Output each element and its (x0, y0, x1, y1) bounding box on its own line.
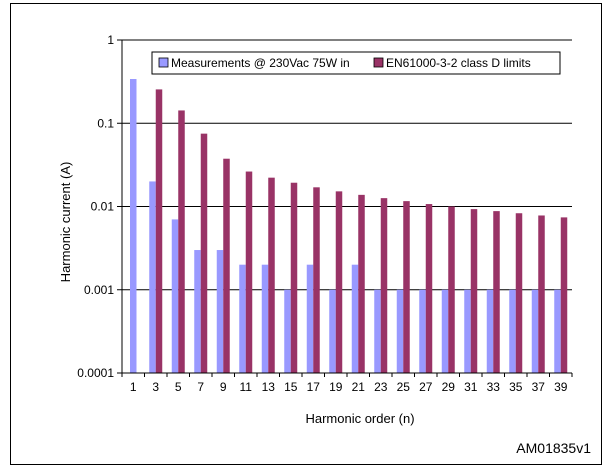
legend-label-measurements: Measurements @ 230Vac 75W in (171, 56, 350, 70)
bar-measurement (329, 289, 336, 373)
bar-measurement (374, 289, 381, 373)
bar-limit (493, 211, 500, 373)
bar-measurement (171, 219, 179, 373)
legend: Measurements @ 230Vac 75W in EN61000-3-2… (151, 51, 561, 75)
bar-limit (290, 182, 298, 373)
bar-measurement (216, 250, 224, 373)
x-tick-label: 13 (262, 380, 276, 394)
y-tick-label: 0.001 (84, 283, 114, 297)
legend-swatch-limits (373, 57, 384, 68)
bar-limit (448, 206, 455, 373)
y-tick-label: 0.0001 (77, 366, 114, 380)
bar-measurement (486, 289, 494, 373)
bar-measurement (149, 181, 156, 373)
bar-limit (245, 171, 253, 373)
x-tick-label: 17 (307, 380, 321, 394)
bar-limit (425, 204, 433, 373)
y-tick-label: 0.01 (91, 200, 115, 214)
bar-limit (178, 110, 185, 373)
bar-limit (200, 133, 208, 373)
bar-measurement (130, 79, 137, 373)
x-tick-label: 15 (284, 380, 298, 394)
x-tick-label: 33 (487, 380, 501, 394)
bars (130, 79, 568, 374)
x-tick-label: 5 (175, 380, 182, 394)
bar-limit (223, 158, 230, 373)
bar-measurement (351, 264, 359, 373)
bar-measurement (441, 289, 449, 373)
bar-limit (403, 201, 410, 373)
reference-code: AM01835v1 (516, 440, 591, 456)
bar-measurement (419, 289, 426, 373)
bar-limit (538, 215, 545, 373)
y-tick-label: 1 (107, 33, 114, 47)
legend-box (151, 51, 561, 75)
bar-limit (268, 177, 275, 373)
x-tick-label: 39 (554, 380, 568, 394)
x-tick-label: 31 (464, 380, 478, 394)
x-tick-label: 35 (509, 380, 523, 394)
x-tick-label: 1 (130, 380, 137, 394)
bar-measurement (284, 289, 291, 373)
bar-measurement (509, 289, 516, 373)
x-axis-label: Harmonic order (n) (305, 411, 414, 426)
bar-measurement (531, 289, 539, 373)
bar-limit (335, 191, 343, 373)
x-tick-label: 23 (374, 380, 388, 394)
x-tick-label: 27 (419, 380, 433, 394)
x-tick-label: 3 (152, 380, 159, 394)
bar-measurement (194, 250, 201, 373)
x-tick-label: 21 (352, 380, 366, 394)
bar-limit (515, 213, 523, 373)
bar-limit (155, 89, 163, 374)
gridlines (122, 39, 572, 291)
bar-limit (560, 217, 568, 373)
y-tick-label: 0.1 (97, 116, 114, 130)
bar-measurement (306, 264, 314, 373)
chart-frame: 1 0.1 0.01 0.001 0.0001 1 3 5 7 9 11 13 15 17 19 21 23 25… (10, 3, 602, 465)
bar-measurement (396, 289, 404, 373)
bar-limit (470, 209, 478, 373)
x-tick-label: 7 (197, 380, 204, 394)
bar-limit (358, 194, 365, 373)
x-tick-label: 11 (240, 380, 253, 394)
legend-label-limits: EN61000-3-2 class D limits (386, 56, 531, 70)
y-axis-label: Harmonic current (A) (58, 162, 73, 283)
bar-measurement (239, 264, 246, 373)
x-tick-label: 19 (329, 380, 343, 394)
x-tick-label: 25 (397, 380, 411, 394)
legend-swatch-measurements (158, 57, 169, 68)
x-tick-label: 37 (532, 380, 546, 394)
x-tick-label: 9 (220, 380, 227, 394)
x-tick-label: 29 (442, 380, 456, 394)
bar-measurement (464, 289, 471, 373)
bar-limit (380, 198, 388, 373)
bar-limit (313, 187, 320, 373)
bar-measurement (261, 264, 269, 373)
bar-measurement (554, 289, 561, 373)
